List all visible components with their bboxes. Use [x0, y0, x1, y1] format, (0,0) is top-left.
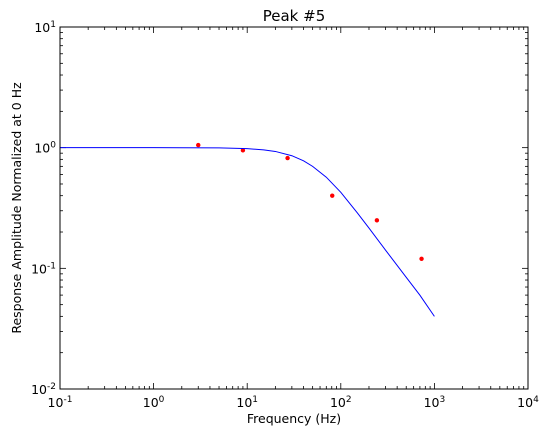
- plot-frame: [59, 26, 529, 390]
- x-axis-label: Frequency (Hz): [247, 411, 341, 426]
- y-tick-label: 10-1: [31, 261, 56, 276]
- data-point: [374, 218, 380, 223]
- y-axis-label: Response Amplitude Normalized at 0 Hz: [9, 82, 24, 334]
- x-tick-label: 101: [236, 395, 258, 410]
- data-point: [240, 148, 246, 153]
- x-tick-label: 104: [517, 395, 539, 410]
- x-tick-label: 10-1: [48, 395, 73, 410]
- data-point: [285, 155, 290, 161]
- x-tick-label: 100: [143, 395, 165, 410]
- fit-curve-line: [60, 147, 435, 317]
- chart-title: Peak #5: [263, 7, 326, 25]
- data-point: [196, 142, 201, 148]
- x-tick-label: 103: [424, 395, 446, 410]
- data-point: [419, 256, 424, 261]
- x-tick-label: 102: [330, 395, 352, 410]
- data-point: [330, 193, 335, 198]
- y-tick-label: 100: [34, 141, 56, 156]
- y-tick-label: 101: [34, 20, 56, 35]
- y-tick-label: 10-2: [31, 382, 56, 397]
